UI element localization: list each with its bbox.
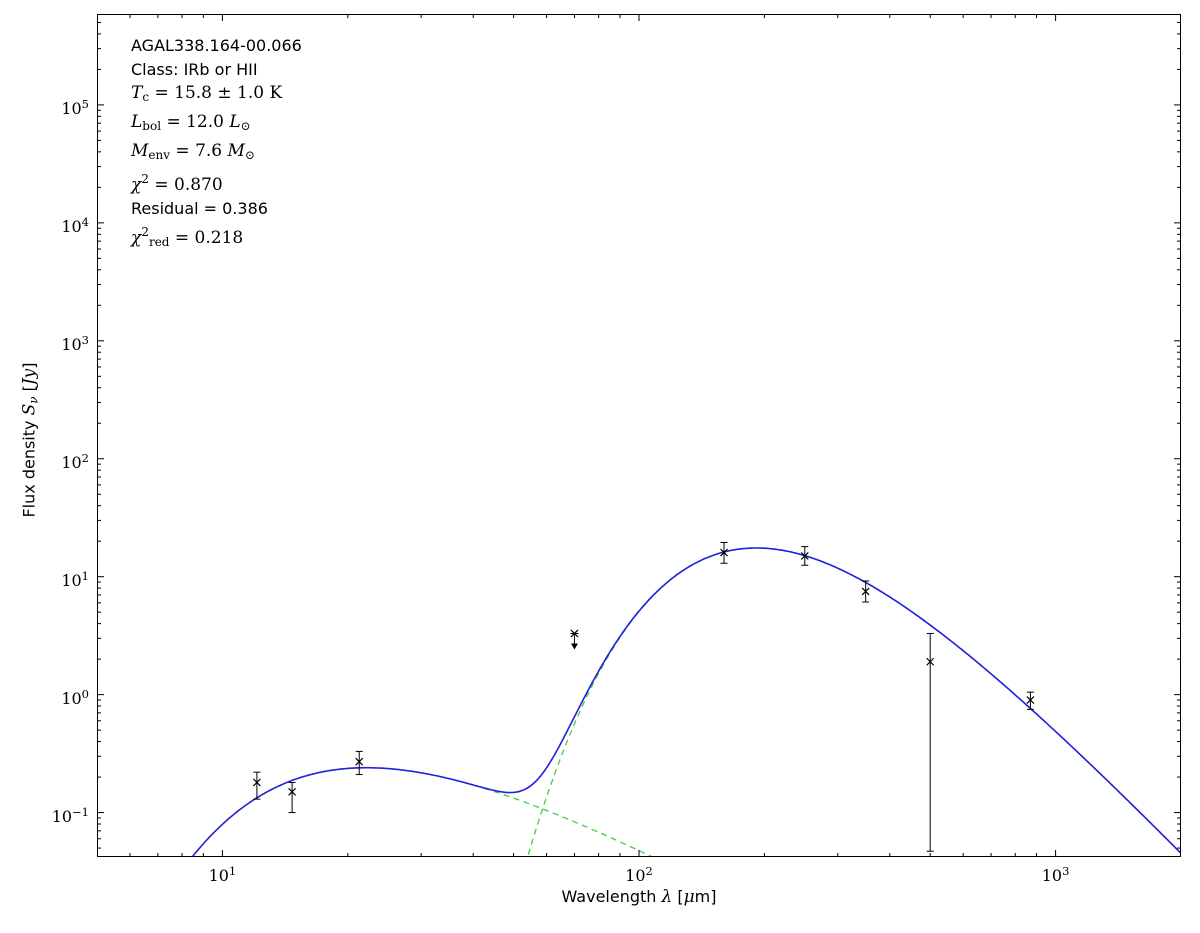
info-text-segment: M: [131, 140, 149, 161]
info-text-segment: 2: [141, 171, 149, 186]
plot-canvas: [97, 14, 1181, 857]
info-line: AGAL338.164-00.066: [131, 34, 302, 58]
model-component-curve: [526, 547, 1181, 857]
y-axis-label-segment: Flux density: [19, 415, 39, 518]
source-info-block: AGAL338.164-00.066 Class: IRb or HII Tc = …: [131, 34, 302, 255]
y-tick-label: 104: [61, 214, 89, 236]
x-axis-label-segment: [: [672, 887, 684, 906]
info-text-segment: χ: [131, 174, 142, 195]
x-axis-label-segment: μ: [683, 887, 695, 907]
info-text-segment: env: [148, 147, 171, 162]
info-text-segment: ⊙: [244, 147, 256, 162]
info-text-segment: ⊙: [240, 119, 251, 134]
y-axis-label: Flux density Sν [Jy]: [20, 362, 41, 517]
info-text-segment: = 0.218: [169, 227, 244, 248]
y-tick-label: 101: [61, 568, 89, 590]
info-text-segment: = 0.870: [148, 174, 223, 195]
y-tick-label: 102: [61, 450, 89, 472]
axes-frame: [97, 14, 1181, 857]
info-text-segment: M: [227, 140, 245, 161]
y-tick-label: 100: [61, 686, 89, 708]
x-tick-label: 103: [1041, 864, 1070, 885]
x-axis-label-segment: Wavelength: [561, 887, 662, 906]
info-text-segment: Residual = 0.386: [131, 199, 268, 219]
y-tick-label: 103: [61, 332, 89, 354]
data-point: [288, 781, 297, 814]
model-total-curve: [191, 547, 1181, 857]
plot-area: AGAL338.164-00.066 Class: IRb or HII Tc = …: [97, 14, 1181, 857]
info-text-segment: χ: [131, 227, 142, 248]
info-text-segment: 2: [141, 224, 149, 239]
y-axis-label-segment: [: [19, 385, 39, 397]
info-text-segment: AGAL338.164-00.066: [131, 36, 302, 55]
data-point: [1026, 691, 1035, 710]
x-axis-label-segment: ]: [710, 887, 717, 906]
y-axis-label-segment: ν: [26, 396, 41, 404]
info-text-segment: L: [229, 112, 241, 133]
data-point: [252, 771, 261, 800]
data-point: [861, 580, 870, 603]
x-tick-label: 102: [625, 864, 653, 885]
x-tick-label: 101: [208, 864, 237, 885]
info-line: Tc = 15.8 ± 1.0 K: [131, 81, 302, 110]
data-point: [800, 546, 809, 566]
info-text-segment: Class: IRb or HII: [131, 59, 258, 79]
x-axis-label: Wavelength λ [μm]: [561, 887, 716, 907]
info-line: Class: IRb or HII: [131, 58, 302, 82]
y-axis-label-segment: ]: [19, 362, 39, 369]
info-line: Lbol = 12.0 L⊙: [131, 110, 302, 139]
y-axis-label-segment: S: [19, 403, 40, 416]
info-text-segment: L: [131, 112, 143, 133]
info-line: Residual = 0.386: [131, 197, 302, 221]
info-text-segment: = 7.6: [170, 140, 228, 161]
x-axis-label-segment: λ: [661, 887, 673, 907]
info-line: χ2 = 0.870: [131, 168, 302, 198]
y-tick-label: 105: [61, 96, 89, 118]
x-axis-label-segment: m: [694, 887, 711, 906]
info-text-segment: = 12.0: [161, 112, 230, 133]
info-line: Menv = 7.6 M⊙: [131, 139, 302, 168]
model-component-curve: [191, 767, 654, 857]
data-point: [355, 750, 364, 776]
info-text-segment: c: [142, 90, 150, 105]
info-text-segment: = 15.8 ± 1.0 K: [149, 83, 283, 104]
data-point: [570, 629, 579, 650]
info-line: χ2red = 0.218: [131, 221, 302, 255]
y-tick-label: 10−1: [51, 804, 89, 826]
info-text-segment: T: [131, 83, 143, 104]
info-text-segment: red: [148, 234, 170, 249]
data-point: [926, 632, 935, 852]
info-text-segment: bol: [142, 119, 162, 134]
y-axis-label-segment: Jy: [19, 368, 40, 386]
data-point: [720, 541, 728, 564]
